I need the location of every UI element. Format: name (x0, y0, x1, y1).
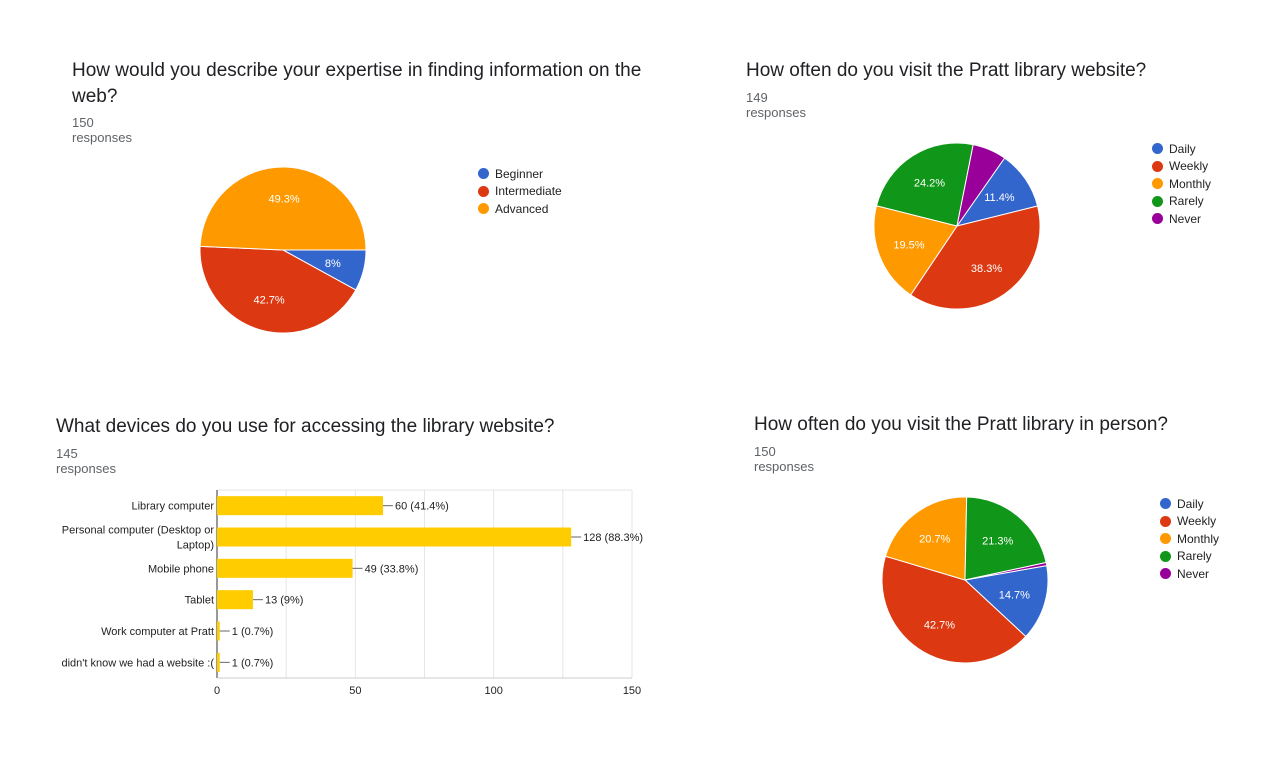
legend-item-daily: Daily (1160, 495, 1219, 513)
bar-work-computer-at-pratt (217, 621, 220, 641)
pie-slice-never (956, 144, 1006, 227)
slice-label-monthly: 19.5% (893, 239, 924, 251)
slice-label-intermediate: 42.7% (254, 295, 285, 307)
slice-label-rarely: 24.2% (914, 178, 945, 190)
x-tick-label: 0 (214, 685, 220, 697)
x-tick-label: 150 (623, 685, 641, 697)
legend-swatch (1152, 213, 1163, 225)
legend-item-monthly: Monthly (1152, 175, 1211, 193)
legend-label: Monthly (1169, 176, 1212, 191)
legend-label: Rarely (1169, 194, 1204, 209)
slice-label-daily: 11.4% (984, 192, 1015, 204)
legend-item-beginner: Beginner (478, 165, 562, 183)
question-title: How would you describe your expertise in… (72, 60, 642, 107)
legend-label: Weekly (1177, 514, 1217, 529)
bar-data-label: 128 (88.3%) (583, 532, 643, 544)
legend-swatch (1152, 195, 1163, 207)
expertise-legend: Beginner Intermediate Advanced (478, 165, 562, 218)
category-label: Library computer (131, 501, 214, 513)
pie-slice-monthly (884, 496, 968, 581)
category-label: didn't know we had a website :( (61, 657, 214, 669)
legend-item-never: Never (1152, 210, 1211, 228)
response-count: 150 responses (72, 115, 132, 145)
slice-label-daily: 14.7% (999, 590, 1030, 602)
category-label: Personal computer (Desktop or (62, 525, 215, 537)
legend-label: Never (1177, 566, 1210, 581)
slice-label-weekly: 38.3% (971, 263, 1002, 275)
legend-item-advanced: Advanced (478, 200, 562, 218)
legend-label: Weekly (1169, 159, 1209, 174)
slice-label-weekly: 42.7% (924, 620, 955, 632)
pie-slice-monthly (873, 205, 958, 296)
question-title: What devices do you use for accessing th… (56, 416, 555, 437)
slice-label-rarely: 21.3% (982, 535, 1013, 547)
legend-swatch (1152, 143, 1163, 155)
pie-slice-weekly (909, 205, 1041, 310)
legend-swatch (1160, 515, 1171, 527)
legend-item-weekly: Weekly (1152, 158, 1211, 176)
pie-slice-never (964, 561, 1048, 581)
legend-item-intermediate: Intermediate (478, 183, 562, 201)
legend-swatch (1152, 160, 1163, 172)
bar-library-computer (217, 496, 383, 516)
slice-label-beginner: 8% (325, 258, 341, 270)
legend-swatch (1160, 568, 1171, 580)
bar-tablet (217, 590, 253, 610)
legend-swatch (1160, 550, 1171, 562)
pie-slice-intermediate (199, 245, 357, 334)
legend-label: Advanced (495, 201, 549, 216)
bar-data-label: 1 (0.7%) (232, 657, 274, 669)
response-count: 149 responses (746, 90, 806, 120)
in-person-visits-legend: Daily Weekly Monthly Rarely Never (1160, 495, 1219, 583)
legend-label: Intermediate (495, 184, 562, 199)
legend-swatch (478, 185, 489, 197)
slice-label-advanced: 49.3% (269, 194, 300, 206)
bar-personal-computer-desktop-or-laptop (217, 527, 572, 547)
legend-swatch (1160, 533, 1171, 545)
question-title: How often do you visit the Pratt library… (754, 414, 1168, 435)
category-label: Work computer at Pratt (101, 626, 214, 638)
legend-swatch (1152, 178, 1163, 190)
legend-item-never: Never (1160, 565, 1219, 583)
bar-data-label: 60 (41.4%) (395, 501, 449, 513)
legend-label: Beginner (495, 166, 544, 181)
legend-item-rarely: Rarely (1160, 548, 1219, 566)
legend-item-weekly: Weekly (1160, 513, 1219, 531)
legend-label: Rarely (1177, 549, 1212, 564)
x-tick-label: 100 (484, 685, 502, 697)
category-label: Tablet (185, 595, 214, 607)
response-count: 145 responses (56, 446, 116, 476)
pie-slice-advanced (199, 166, 367, 251)
pie-slice-rarely (964, 496, 1047, 581)
category-label: Mobile phone (148, 563, 214, 575)
bar-mobile-phone (217, 558, 353, 578)
legend-swatch (478, 168, 489, 180)
bar-data-label: 49 (33.8%) (365, 563, 419, 575)
slice-label-monthly: 20.7% (919, 533, 950, 545)
pie-slice-rarely (875, 142, 974, 227)
bar-didn-t-know-we-had-a-website (217, 652, 220, 672)
category-label: Laptop) (177, 540, 214, 552)
legend-label: Daily (1169, 141, 1196, 156)
legend-label: Never (1169, 211, 1202, 226)
legend-item-rarely: Rarely (1152, 193, 1211, 211)
question-title: How often do you visit the Pratt library… (746, 60, 1147, 81)
legend-item-monthly: Monthly (1160, 530, 1219, 548)
legend-swatch (478, 203, 489, 215)
legend-swatch (1160, 498, 1171, 510)
response-count: 150 responses (754, 444, 814, 474)
legend-item-daily: Daily (1152, 140, 1211, 158)
pie-slice-weekly (881, 555, 1027, 664)
bar-data-label: 1 (0.7%) (232, 626, 274, 638)
pie-slice-daily (963, 565, 1049, 638)
x-tick-label: 50 (349, 685, 361, 697)
website-visits-legend: Daily Weekly Monthly Rarely Never (1152, 140, 1211, 228)
bar-data-label: 13 (9%) (265, 595, 304, 607)
legend-label: Monthly (1177, 531, 1220, 546)
legend-label: Daily (1177, 496, 1204, 511)
